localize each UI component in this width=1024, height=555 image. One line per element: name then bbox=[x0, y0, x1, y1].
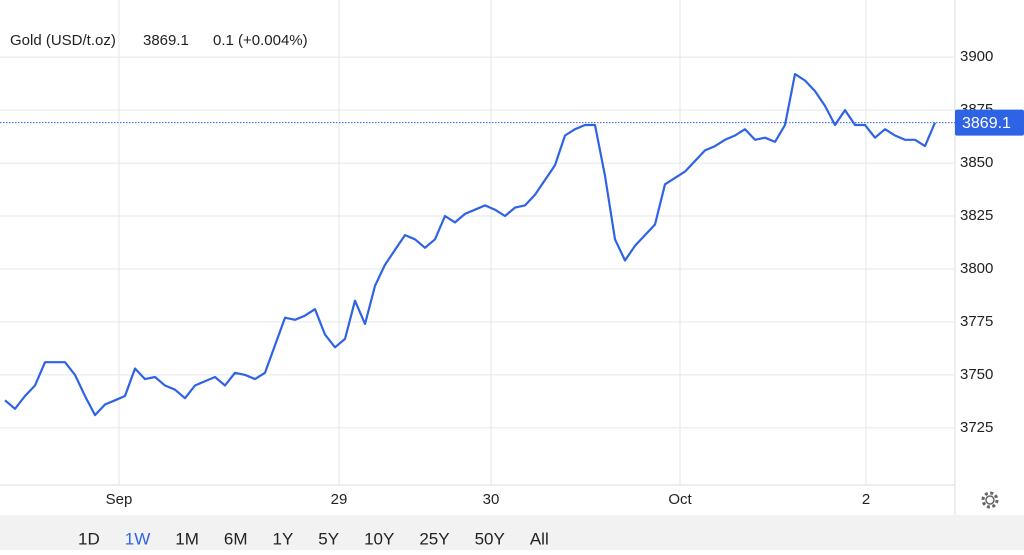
change: 0.1 (+0.004%) bbox=[213, 32, 308, 49]
price-tag-label: 3869.1 bbox=[962, 115, 1011, 132]
price-line bbox=[4, 73, 937, 417]
x-tick-label: Sep bbox=[106, 491, 133, 508]
range-button[interactable]: 1M bbox=[175, 529, 199, 548]
y-tick-label: 3850 bbox=[960, 154, 993, 171]
x-tick-label: 30 bbox=[483, 491, 500, 508]
range-button[interactable]: 1Y bbox=[272, 529, 293, 548]
range-button[interactable]: All bbox=[530, 529, 549, 548]
x-tick-label: 2 bbox=[862, 491, 870, 508]
y-tick-label: 3900 bbox=[960, 48, 993, 65]
plot bbox=[0, 0, 955, 485]
title: Gold (USD/t.oz) bbox=[10, 32, 116, 49]
y-tick-label: 3725 bbox=[960, 419, 993, 436]
price-tag bbox=[955, 109, 1024, 136]
settings-icon[interactable] bbox=[981, 491, 999, 509]
y-tick-label: 3825 bbox=[960, 207, 993, 224]
range-button[interactable]: 25Y bbox=[419, 529, 449, 548]
y-tick-label: 3800 bbox=[960, 260, 993, 277]
x-tick-label: Oct bbox=[668, 491, 692, 508]
range-button[interactable]: 1W bbox=[125, 529, 151, 548]
range-bar bbox=[0, 515, 1024, 550]
y-tick-label: 3750 bbox=[960, 366, 993, 383]
x-tick-label: 29 bbox=[331, 491, 348, 508]
range-button[interactable]: 50Y bbox=[475, 529, 505, 548]
range-button[interactable]: 1D bbox=[78, 529, 100, 548]
range-button[interactable]: 5Y bbox=[318, 529, 339, 548]
y-tick-label: 3775 bbox=[960, 313, 993, 330]
range-button[interactable]: 10Y bbox=[364, 529, 394, 548]
header-price: 3869.1 bbox=[143, 32, 189, 49]
range-button[interactable]: 6M bbox=[224, 529, 248, 548]
